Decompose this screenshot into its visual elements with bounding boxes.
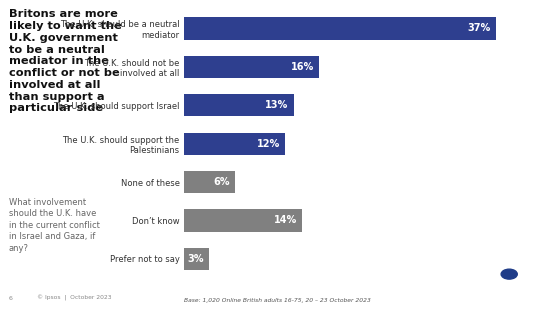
Text: 6: 6 xyxy=(9,296,13,301)
Text: Ipsos: Ipsos xyxy=(499,287,519,293)
Text: 6%: 6% xyxy=(213,177,229,187)
Bar xyxy=(184,133,285,155)
Text: 16%: 16% xyxy=(290,62,314,72)
Text: Base: 1,020 Online British adults 16-75, 20 – 23 October 2023: Base: 1,020 Online British adults 16-75,… xyxy=(184,298,371,303)
Text: 14%: 14% xyxy=(273,215,297,226)
Text: Britons are more
likely to want the
U.K. government
to be a neutral
mediator in : Britons are more likely to want the U.K.… xyxy=(9,9,122,113)
Bar xyxy=(184,248,209,270)
Bar xyxy=(184,94,294,116)
Text: 12%: 12% xyxy=(257,139,280,149)
Text: What involvement
should the U.K. have
in the current conflict
in Israel and Gaza: What involvement should the U.K. have in… xyxy=(9,198,100,252)
Bar xyxy=(184,210,302,232)
Text: 13%: 13% xyxy=(265,100,288,110)
Bar xyxy=(184,171,234,193)
Text: 37%: 37% xyxy=(468,23,491,33)
Circle shape xyxy=(496,266,522,282)
Text: 3%: 3% xyxy=(188,254,204,264)
Bar xyxy=(184,56,319,78)
Text: © Ipsos  |  October 2023: © Ipsos | October 2023 xyxy=(37,295,111,301)
Circle shape xyxy=(501,269,517,279)
Bar xyxy=(184,17,496,40)
